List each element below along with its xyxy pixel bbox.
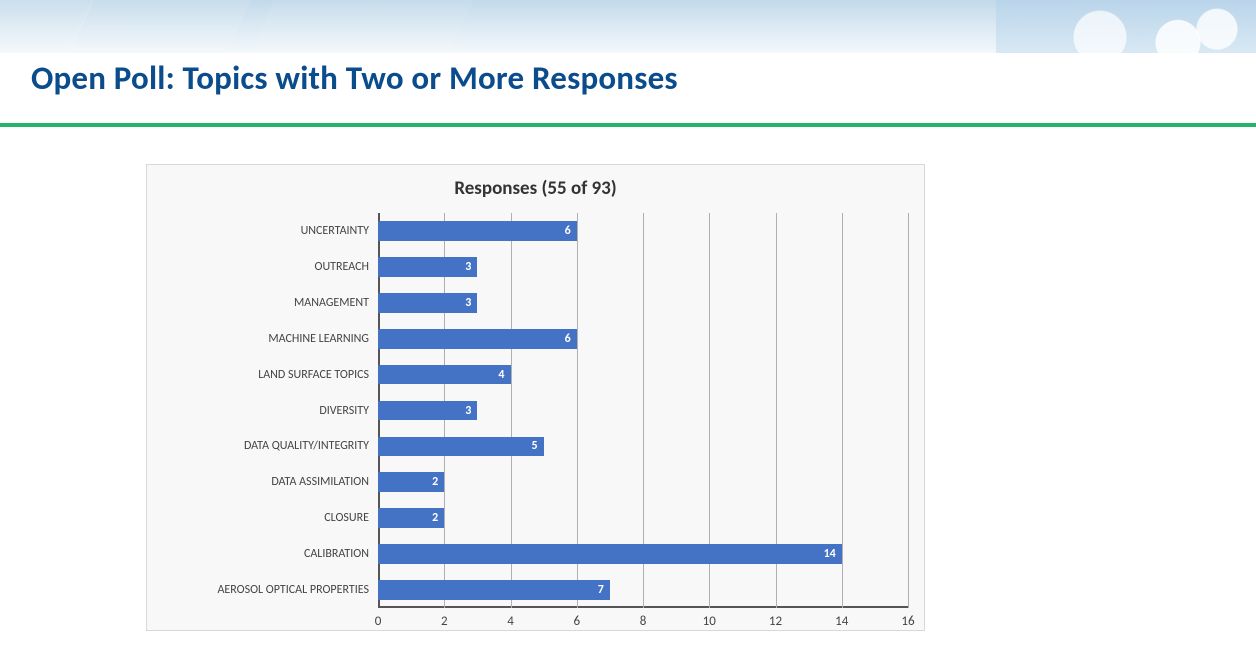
- chart-title: Responses (55 of 93): [147, 165, 924, 200]
- chart-plot-area: 0246810121416UNCERTAINTY6OUTREACH3MANAGE…: [378, 213, 908, 608]
- bar-value-label: 2: [432, 511, 444, 525]
- banner-decoration: [0, 0, 1256, 53]
- bar-row: DATA QUALITY/INTEGRITY5: [378, 437, 908, 457]
- title-divider: [0, 123, 1256, 127]
- bar-row: CLOSURE2: [378, 508, 908, 528]
- x-tick-label: 4: [507, 608, 514, 629]
- x-tick-label: 16: [901, 608, 914, 629]
- slide-title: Open Poll: Topics with Two or More Respo…: [31, 58, 1236, 116]
- category-label: DATA ASSIMILATION: [271, 475, 378, 489]
- category-label: OUTREACH: [315, 260, 378, 274]
- bar: [378, 544, 842, 564]
- bar: [378, 580, 610, 600]
- category-label: DATA QUALITY/INTEGRITY: [244, 439, 378, 453]
- x-tick-label: 14: [835, 608, 848, 629]
- bar-value-label: 14: [824, 547, 842, 561]
- slide: Open Poll: Topics with Two or More Respo…: [0, 0, 1256, 661]
- x-tick-label: 0: [375, 608, 382, 629]
- bar-value-label: 6: [565, 332, 577, 346]
- bar-row: DATA ASSIMILATION2: [378, 472, 908, 492]
- bar-value-label: 7: [598, 583, 610, 597]
- x-tick-label: 10: [703, 608, 716, 629]
- x-tick-label: 2: [441, 608, 448, 629]
- title-area: Open Poll: Topics with Two or More Respo…: [31, 58, 1236, 116]
- bar-row: UNCERTAINTY6: [378, 221, 908, 241]
- banner-clouds: [996, 0, 1256, 53]
- bar: [378, 293, 477, 313]
- x-tick-label: 12: [769, 608, 782, 629]
- bar-value-label: 4: [498, 368, 510, 382]
- bar-value-label: 5: [532, 439, 544, 453]
- bar-row: OUTREACH3: [378, 257, 908, 277]
- bar-row: LAND SURFACE TOPICS4: [378, 365, 908, 385]
- gridline: [908, 213, 909, 608]
- bar-row: MANAGEMENT3: [378, 293, 908, 313]
- bar: [378, 365, 511, 385]
- bar-value-label: 6: [565, 224, 577, 238]
- x-tick-label: 8: [640, 608, 647, 629]
- bar-row: AEROSOL OPTICAL PROPERTIES7: [378, 580, 908, 600]
- category-label: AEROSOL OPTICAL PROPERTIES: [217, 583, 378, 597]
- category-label: UNCERTAINTY: [301, 224, 378, 238]
- bar-row: CALIBRATION14: [378, 544, 908, 564]
- category-label: MACHINE LEARNING: [268, 332, 378, 346]
- chart-container: Responses (55 of 93) 0 2 4 6 8 10 12 14 16 UNCERT…: [146, 164, 925, 631]
- bar: [378, 401, 477, 421]
- bar-value-label: 3: [465, 260, 477, 274]
- bar-value-label: 2: [432, 475, 444, 489]
- category-label: CLOSURE: [324, 511, 378, 525]
- category-label: CALIBRATION: [304, 547, 378, 561]
- bar: [378, 437, 544, 457]
- x-tick-label: 6: [573, 608, 580, 629]
- category-label: DIVERSITY: [319, 404, 378, 418]
- bar: [378, 329, 577, 349]
- category-label: LAND SURFACE TOPICS: [258, 368, 378, 382]
- bar-value-label: 3: [465, 296, 477, 310]
- bar: [378, 221, 577, 241]
- bar-value-label: 3: [465, 404, 477, 418]
- category-label: MANAGEMENT: [294, 296, 378, 310]
- bar-row: MACHINE LEARNING6: [378, 329, 908, 349]
- bar: [378, 257, 477, 277]
- bar-row: DIVERSITY3: [378, 401, 908, 421]
